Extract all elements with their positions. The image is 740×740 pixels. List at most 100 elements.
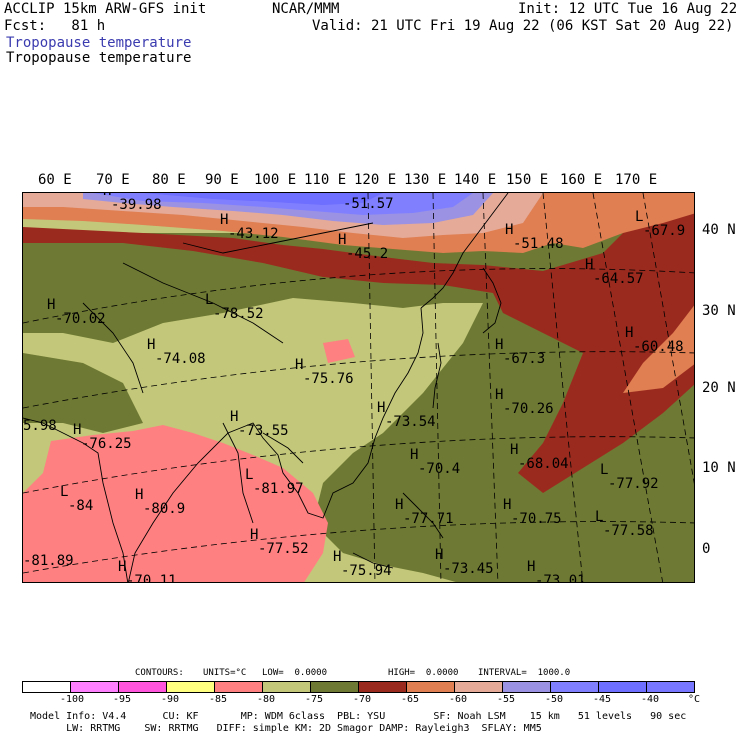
lon-label: 160 E [560,172,603,188]
extrema-value: -77.52 [258,541,309,557]
extrema-symbol: H [118,559,126,575]
extrema-value: -51.57 [343,196,394,212]
extrema-value: -73.01 [535,573,586,583]
extrema-symbol: H [47,297,55,313]
extrema-label: H-76.25 [73,422,132,452]
extrema-symbol: H [495,337,503,353]
extrema-label: H-43.12 [220,212,279,242]
extrema-label: H-73.45 [435,547,494,577]
extrema-label: -51.57 [343,196,394,212]
extrema-symbol: L [60,484,68,500]
extrema-label: L-78.52 [205,292,264,322]
color-bar-swatch [167,682,215,692]
lon-label: 140 E [454,172,497,188]
extrema-value: -70.75 [511,511,562,527]
extrema-symbol: L [245,467,253,483]
extrema-value: -70.26 [503,401,554,417]
extrema-value: -51.48 [513,236,564,252]
color-bar-swatch [215,682,263,692]
color-bar-tick: -70 [353,694,372,705]
extrema-symbol: H [510,442,518,458]
band-m45-m40 [143,193,383,205]
extrema-symbol: H [435,547,443,563]
color-bar-swatch [263,682,311,692]
color-bar-swatch [359,682,407,692]
graticule [23,193,694,582]
model-info-line1: Model Info: V4.4 CU: KF MP: WDM 6class P… [30,711,687,722]
color-bar-swatch [647,682,694,692]
extrema-value: -77.92 [608,476,659,492]
band-m75-m70-sw [23,353,143,433]
color-bar-swatch [551,682,599,692]
extrema-value: -81.97 [253,481,304,497]
color-bar-tick: -75 [305,694,324,705]
color-bar-tick: -85 [209,694,228,705]
extrema-label: H-45.2 [338,232,388,262]
extrema-symbol: H [250,527,258,543]
color-bar-tick: -90 [161,694,180,705]
extrema-value: -70.02 [55,311,106,327]
color-bar-tick: -40 [641,694,660,705]
extrema-label: H-73.54 [377,400,436,430]
model-title: ACCLIP 15km ARW-GFS init [4,1,207,17]
color-bar-swatch [71,682,119,692]
color-bar-tick: -80 [257,694,276,705]
extrema-label: 5.98 [23,418,57,434]
lon-label: 110 E [304,172,347,188]
lon-label: 100 E [254,172,297,188]
extrema-symbol: H [230,409,238,425]
extrema-value: -64.57 [593,271,644,287]
extrema-labels: H-39.98 H-43.12 -51.57 H-45.2 H-51.48 L-… [23,193,685,583]
lat-label: 0 [702,541,711,557]
extrema-value: -77.58 [603,523,654,539]
contour-label: CONTOURS: [135,668,184,678]
lat-label: 30 N [702,303,736,319]
contour-units: UNITS=°C [203,668,247,678]
extrema-value: -80.9 [143,501,185,517]
extrema-value: -70.4 [418,461,460,477]
extrema-value: -75.76 [303,371,354,387]
extrema-label: H-70.02 [47,297,106,327]
extrema-value: -73.54 [385,414,436,430]
extrema-label: L-81.97 [245,467,304,497]
extrema-value: -81.89 [23,553,74,569]
extrema-label: H-75.94 [333,549,392,579]
extrema-value: -77.71 [403,511,454,527]
lat-label: 20 N [702,380,736,396]
band-m85-m80-b [323,339,355,363]
extrema-symbol: H [295,357,303,373]
extrema-value: -45.2 [346,246,388,262]
extrema-label: H-70.11 [118,559,177,583]
extrema-value: -74.08 [155,351,206,367]
color-bar-units: °C [688,694,701,705]
extrema-label: H-70.4 [410,447,460,477]
extrema-symbol: L [205,292,213,308]
extrema-label: H-74.08 [147,337,206,367]
contour-high: HIGH= 0.0000 [388,668,459,678]
field-title-shaded: Tropopause temperature [6,35,192,51]
extrema-value: -43.12 [228,226,279,242]
band-m85-m80 [23,425,328,582]
extrema-symbol: L [600,462,608,478]
extrema-value: -60.48 [633,339,684,355]
extrema-symbol: H [625,325,633,341]
color-bar-tick: -45 [593,694,612,705]
valid-time: Valid: 21 UTC Fri 19 Aug 22 (06 KST Sat … [312,18,734,34]
lon-label: 120 E [354,172,397,188]
extrema-symbol: H [333,549,341,565]
extrema-value: -68.04 [518,456,569,472]
color-bar-swatch [23,682,71,692]
extrema-symbol: H [338,232,346,248]
extrema-label: L-84 [60,484,93,514]
extrema-value: -39.98 [111,197,162,213]
temperature-map: H-39.98 H-43.12 -51.57 H-45.2 H-51.48 L-… [22,192,695,583]
extrema-symbol: H [135,487,143,503]
color-bar-tick: -100 [60,694,85,705]
color-bar-tick: -50 [545,694,564,705]
color-bar-swatch [455,682,503,692]
extrema-value: -67.3 [503,351,545,367]
extrema-value: -78.52 [213,306,264,322]
extrema-label: H-73.01 [527,559,586,583]
extrema-symbol: H [395,497,403,513]
lat-label: 40 N [702,222,736,238]
